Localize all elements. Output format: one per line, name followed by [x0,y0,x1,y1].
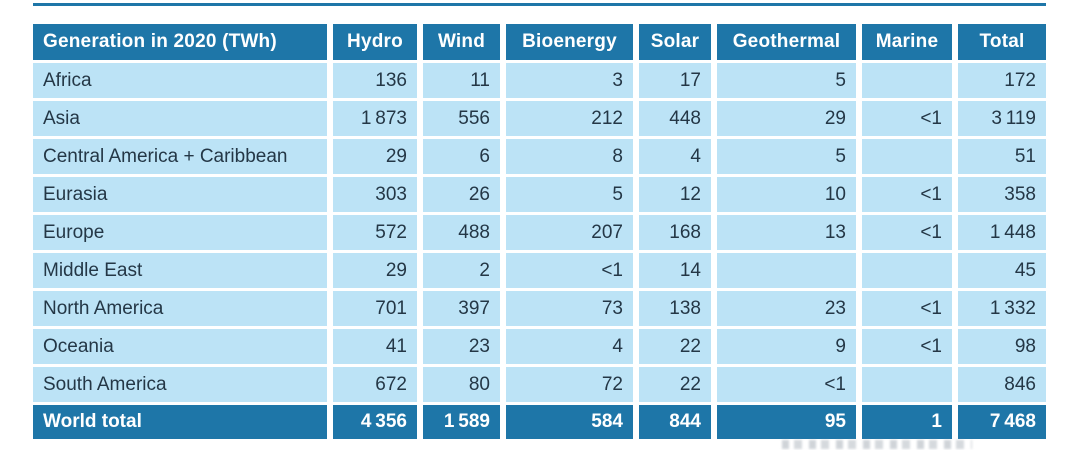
total-value-cell: 844 [639,405,711,439]
value-cell: 11 [423,63,500,98]
value-cell: 846 [958,367,1046,402]
value-cell: 572 [333,215,417,250]
value-cell: 207 [506,215,633,250]
region-cell: Eurasia [33,177,327,212]
region-cell: North America [33,291,327,326]
total-row-label: World total [33,405,327,439]
total-value-cell: 1 [862,405,952,439]
value-cell: 701 [333,291,417,326]
value-cell: 4 [639,139,711,174]
region-cell: Oceania [33,329,327,364]
value-cell: <1 [862,291,952,326]
region-cell: Middle East [33,253,327,288]
value-cell: 358 [958,177,1046,212]
value-cell: 1 873 [333,101,417,136]
region-cell: Asia [33,101,327,136]
value-cell: 72 [506,367,633,402]
value-cell: 138 [639,291,711,326]
table-title: Generation in 2020 (TWh) [33,24,327,60]
cropped-watermark [782,440,972,449]
value-cell: 29 [333,139,417,174]
value-cell [862,139,952,174]
value-cell: <1 [717,367,856,402]
value-cell: 488 [423,215,500,250]
value-cell: 5 [717,139,856,174]
value-cell: 98 [958,329,1046,364]
value-cell: 23 [423,329,500,364]
value-cell: 168 [639,215,711,250]
value-cell: 3 [506,63,633,98]
value-cell: 22 [639,367,711,402]
value-cell: <1 [862,215,952,250]
column-header-solar: Solar [639,24,711,60]
value-cell: 672 [333,367,417,402]
total-value-cell: 7 468 [958,405,1046,439]
value-cell: 80 [423,367,500,402]
value-cell: 29 [717,101,856,136]
value-cell: 23 [717,291,856,326]
value-cell: 5 [717,63,856,98]
value-cell: <1 [862,101,952,136]
value-cell [862,367,952,402]
value-cell: 3 119 [958,101,1046,136]
value-cell [717,253,856,288]
value-cell: 9 [717,329,856,364]
value-cell: 136 [333,63,417,98]
total-value-cell: 4 356 [333,405,417,439]
value-cell: 2 [423,253,500,288]
value-cell: 29 [333,253,417,288]
value-cell: 303 [333,177,417,212]
table-top-border [33,3,1046,6]
value-cell: 14 [639,253,711,288]
column-header-total: Total [958,24,1046,60]
region-cell: Central America + Caribbean [33,139,327,174]
column-header-bioenergy: Bioenergy [506,24,633,60]
value-cell: 397 [423,291,500,326]
column-header-hydro: Hydro [333,24,417,60]
value-cell: 12 [639,177,711,212]
value-cell: <1 [862,177,952,212]
value-cell: 1 332 [958,291,1046,326]
value-cell: 6 [423,139,500,174]
value-cell: 45 [958,253,1046,288]
total-value-cell: 1 589 [423,405,500,439]
total-value-cell: 95 [717,405,856,439]
region-cell: Europe [33,215,327,250]
value-cell: 10 [717,177,856,212]
column-header-wind: Wind [423,24,500,60]
region-cell: South America [33,367,327,402]
value-cell [862,253,952,288]
value-cell: 4 [506,329,633,364]
value-cell: 17 [639,63,711,98]
generation-2020-table: Generation in 2020 (TWh) Hydro Wind Bioe… [33,24,1046,439]
value-cell: 26 [423,177,500,212]
value-cell: 51 [958,139,1046,174]
total-value-cell: 584 [506,405,633,439]
value-cell: 448 [639,101,711,136]
value-cell: 5 [506,177,633,212]
region-cell: Africa [33,63,327,98]
value-cell: 172 [958,63,1046,98]
value-cell: 13 [717,215,856,250]
value-cell: <1 [506,253,633,288]
value-cell [862,63,952,98]
value-cell: 73 [506,291,633,326]
column-header-geothermal: Geothermal [717,24,856,60]
value-cell: 556 [423,101,500,136]
value-cell: 8 [506,139,633,174]
value-cell: <1 [862,329,952,364]
value-cell: 1 448 [958,215,1046,250]
value-cell: 212 [506,101,633,136]
column-header-marine: Marine [862,24,952,60]
value-cell: 22 [639,329,711,364]
value-cell: 41 [333,329,417,364]
